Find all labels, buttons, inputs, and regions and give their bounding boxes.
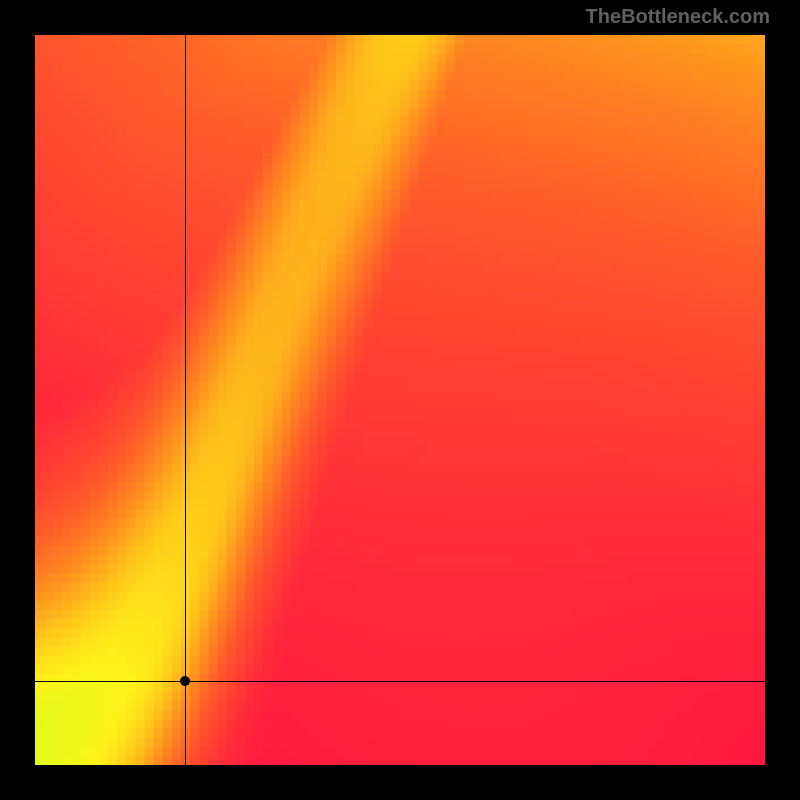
crosshair-vertical (185, 35, 186, 765)
crosshair-horizontal (35, 681, 765, 682)
heatmap-plot-area (35, 35, 765, 765)
crosshair-marker-dot (180, 676, 190, 686)
heatmap-canvas (35, 35, 765, 765)
watermark-text: TheBottleneck.com (586, 6, 770, 29)
